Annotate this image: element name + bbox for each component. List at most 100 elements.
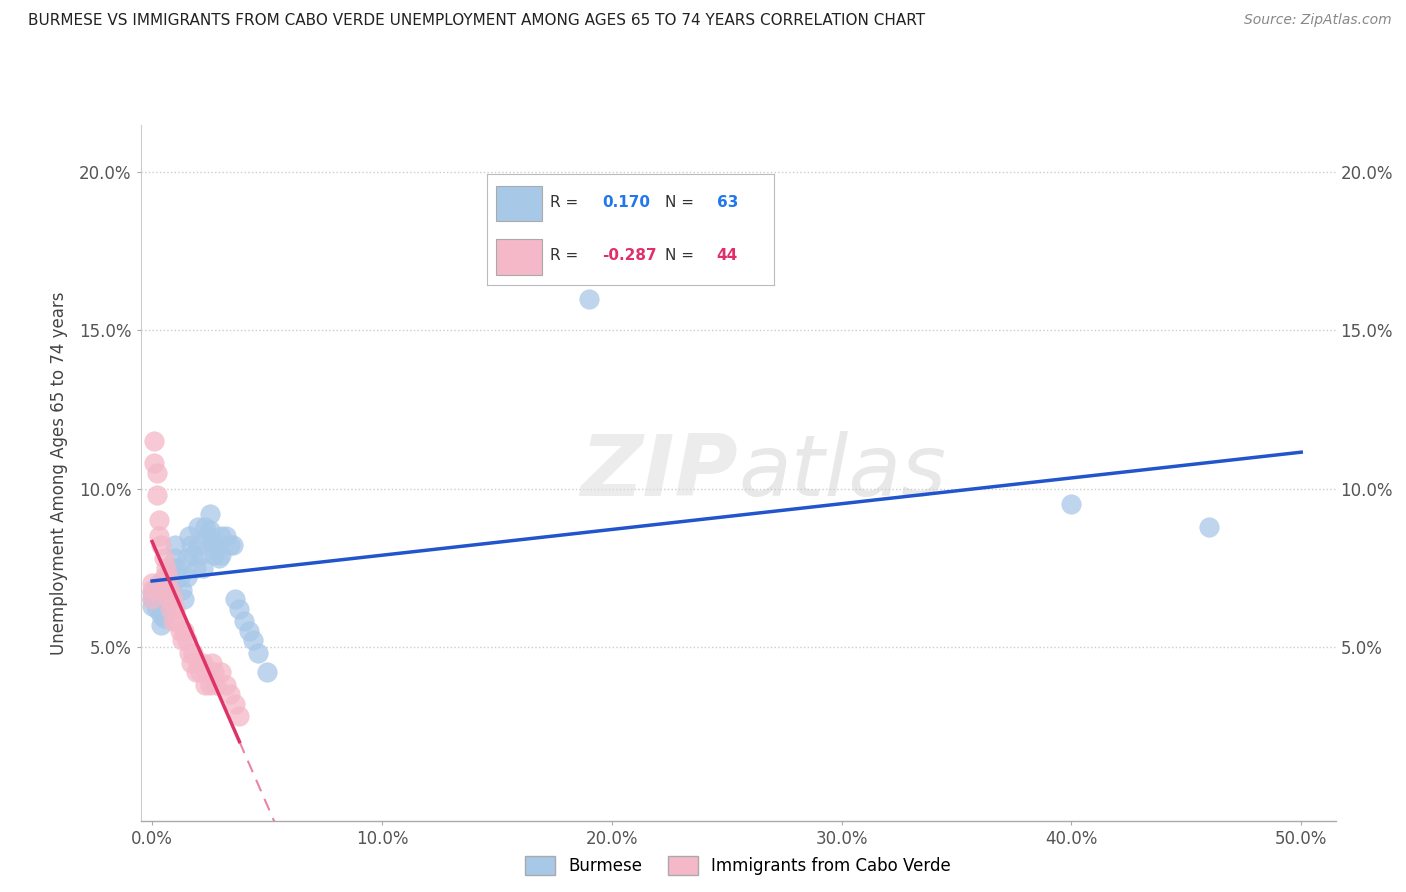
Point <box>228 601 250 615</box>
Point <box>157 570 180 584</box>
Point <box>143 582 166 597</box>
Point <box>145 488 167 502</box>
Point <box>195 665 218 679</box>
Point <box>141 592 163 607</box>
Point <box>145 601 167 615</box>
Point <box>201 535 224 549</box>
Point <box>152 611 174 625</box>
Point <box>214 678 236 692</box>
Point <box>208 551 231 566</box>
Point <box>157 570 180 584</box>
Point <box>202 665 225 679</box>
Point <box>141 592 163 607</box>
Point <box>177 646 200 660</box>
Point <box>191 656 214 670</box>
Point <box>184 665 207 679</box>
Point <box>170 582 193 597</box>
Point <box>187 539 209 553</box>
Point <box>202 548 225 562</box>
Point <box>187 656 209 670</box>
Point <box>219 539 242 553</box>
Point <box>256 665 278 679</box>
Point <box>246 646 269 660</box>
Point <box>155 582 177 597</box>
Y-axis label: Unemployment Among Ages 65 to 74 years: Unemployment Among Ages 65 to 74 years <box>51 291 67 655</box>
Point <box>157 592 180 607</box>
Point <box>205 678 228 692</box>
Point <box>165 539 187 553</box>
Point <box>238 624 260 638</box>
Point <box>194 519 217 533</box>
Point <box>141 576 163 591</box>
Point <box>180 539 202 553</box>
Point <box>209 548 232 562</box>
Text: atlas: atlas <box>738 431 946 515</box>
Point <box>176 570 198 584</box>
Point <box>148 529 170 543</box>
Point <box>162 576 184 591</box>
Point <box>183 646 205 660</box>
Point <box>159 582 181 597</box>
Point <box>162 560 184 574</box>
Point <box>184 560 207 574</box>
Point <box>143 592 166 607</box>
Point <box>155 560 177 574</box>
Point <box>195 529 218 543</box>
Point <box>150 539 173 553</box>
Point <box>180 656 202 670</box>
Point <box>173 592 195 607</box>
Point <box>145 466 167 480</box>
Point <box>233 615 256 629</box>
Point <box>188 548 212 562</box>
Point <box>159 592 181 607</box>
Point <box>157 582 180 597</box>
Point <box>148 576 170 591</box>
Point <box>141 582 163 597</box>
Point <box>221 539 243 553</box>
Point <box>166 615 188 629</box>
Point <box>219 687 242 701</box>
Point <box>209 529 232 543</box>
Point <box>143 456 166 470</box>
Point <box>198 678 221 692</box>
Point <box>214 529 236 543</box>
Point <box>162 592 184 607</box>
Point <box>228 709 250 723</box>
Point <box>198 507 221 521</box>
Point <box>143 434 166 449</box>
Point <box>209 665 232 679</box>
Point <box>148 592 170 607</box>
Point <box>242 633 264 648</box>
Point <box>1198 519 1220 533</box>
Point <box>198 523 221 537</box>
Point <box>159 601 181 615</box>
Point <box>166 560 188 574</box>
Point <box>150 608 173 623</box>
Text: Source: ZipAtlas.com: Source: ZipAtlas.com <box>1244 13 1392 28</box>
Point <box>194 678 217 692</box>
Point <box>191 560 214 574</box>
Point <box>205 539 228 553</box>
Point <box>183 548 205 562</box>
Point <box>162 615 184 629</box>
Point <box>159 582 181 597</box>
Point <box>155 592 177 607</box>
Point <box>201 656 224 670</box>
Point <box>152 586 174 600</box>
Point <box>169 624 191 638</box>
Point <box>173 624 195 638</box>
Point <box>155 601 177 615</box>
Point <box>152 599 174 613</box>
Point <box>165 601 187 615</box>
Point <box>165 570 187 584</box>
Point <box>152 570 174 584</box>
Point <box>170 633 193 648</box>
Point <box>148 513 170 527</box>
Point <box>177 529 200 543</box>
Point <box>188 665 212 679</box>
Point <box>224 592 246 607</box>
Point <box>1060 497 1083 511</box>
Point <box>176 551 198 566</box>
Point <box>148 582 170 597</box>
Text: BURMESE VS IMMIGRANTS FROM CABO VERDE UNEMPLOYMENT AMONG AGES 65 TO 74 YEARS COR: BURMESE VS IMMIGRANTS FROM CABO VERDE UN… <box>28 13 925 29</box>
